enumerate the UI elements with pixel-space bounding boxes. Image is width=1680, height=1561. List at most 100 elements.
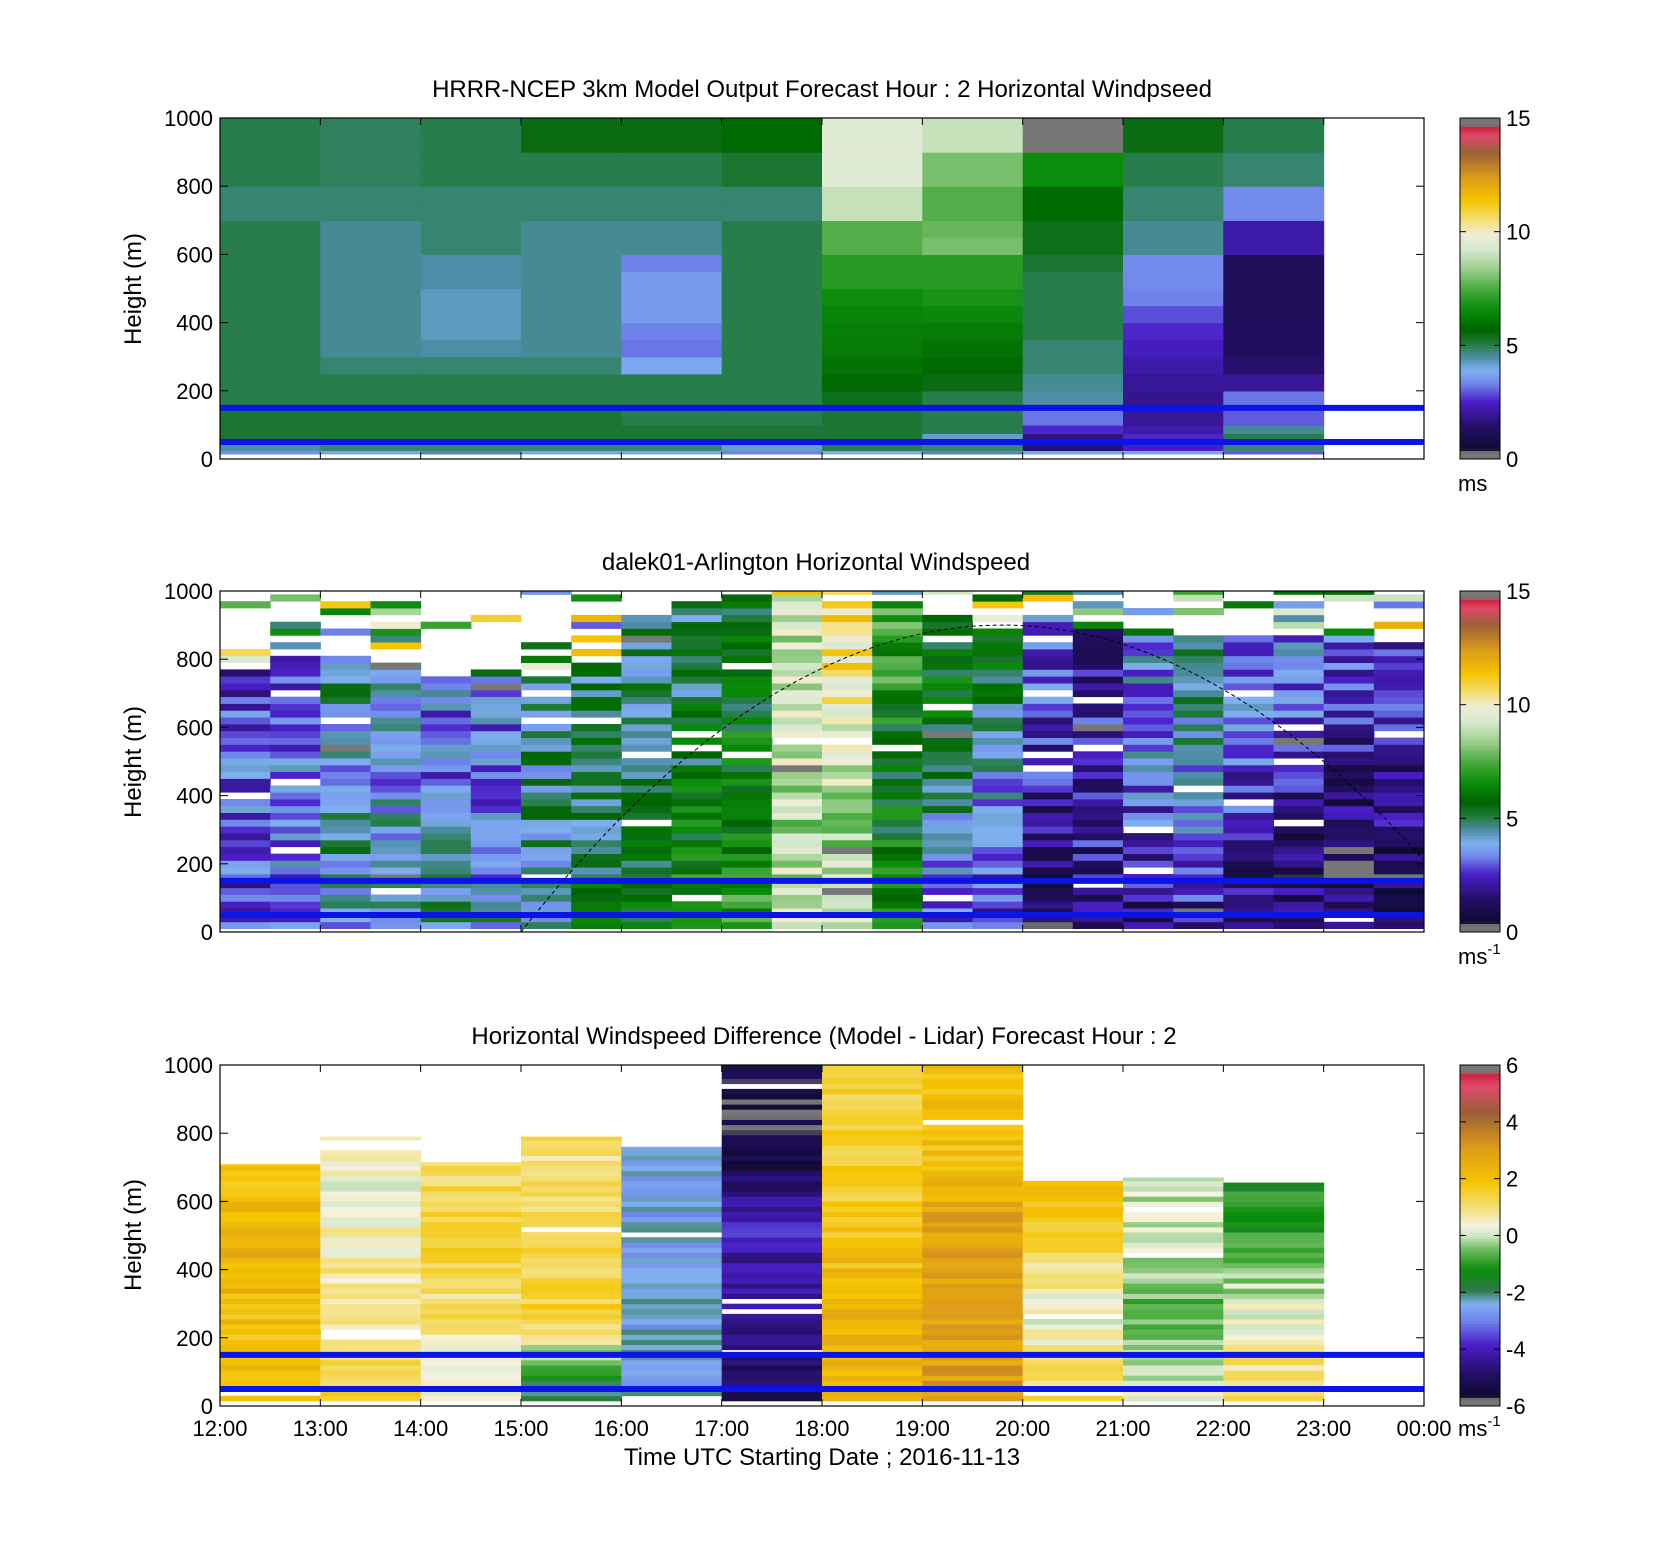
colorbar-segment xyxy=(1460,1087,1500,1092)
colorbar-segment xyxy=(1460,602,1500,606)
colorbar-segment xyxy=(1460,282,1500,287)
colorbar-segment xyxy=(1460,608,1500,612)
heatmap-cell xyxy=(320,901,371,909)
heatmap-cell xyxy=(1223,771,1274,779)
heatmap-cell xyxy=(1273,846,1325,854)
heatmap-cell xyxy=(922,1293,1024,1299)
heatmap-cell xyxy=(922,874,973,882)
heatmap-cell xyxy=(822,1273,923,1279)
heatmap-cell xyxy=(822,1099,923,1105)
heatmap-cell xyxy=(420,1375,522,1381)
heatmap-cell xyxy=(521,894,572,902)
heatmap-cell xyxy=(270,628,321,636)
heatmap-cell xyxy=(822,220,923,238)
heatmap-cell xyxy=(771,696,823,704)
heatmap-cell xyxy=(1022,1370,1124,1376)
colorbar-segment xyxy=(1460,1306,1500,1310)
heatmap-cell xyxy=(822,662,873,670)
heatmap-cell xyxy=(370,805,422,813)
heatmap-cell xyxy=(621,1324,723,1330)
heatmap-cell xyxy=(721,1237,823,1243)
heatmap-cell xyxy=(220,135,321,153)
y-tick-label: 600 xyxy=(176,242,213,267)
heatmap-cell xyxy=(1022,1365,1124,1371)
heatmap-cell xyxy=(320,1375,422,1381)
colorbar-segment xyxy=(1460,1315,1500,1319)
heatmap-cell xyxy=(1072,737,1124,745)
heatmap-cell xyxy=(972,642,1024,650)
heatmap-cell xyxy=(320,1165,422,1172)
colorbar-segment xyxy=(1460,169,1500,173)
heatmap-cell xyxy=(1373,717,1424,725)
heatmap-cell xyxy=(621,1303,723,1310)
heatmap-cell xyxy=(521,1140,622,1146)
heatmap-cell xyxy=(1173,874,1224,882)
heatmap-cell xyxy=(822,591,873,595)
heatmap-cell xyxy=(270,880,321,889)
colorbar-unit-superscript: -1 xyxy=(1487,1413,1500,1430)
heatmap-cell xyxy=(922,758,973,766)
colorbar-segment xyxy=(1460,1391,1500,1396)
heatmap-cell xyxy=(320,1150,422,1156)
colorbar-tick-label: 10 xyxy=(1506,220,1530,245)
heatmap-cell xyxy=(1223,373,1325,392)
heatmap-cell xyxy=(320,792,371,800)
heatmap-cell xyxy=(320,169,422,187)
colorbar-segment xyxy=(1460,903,1500,907)
heatmap-cell xyxy=(320,271,422,290)
heatmap-cell xyxy=(1223,441,1325,451)
colorbar-segment xyxy=(1460,191,1500,196)
heatmap-cell xyxy=(320,1196,422,1202)
colorbar-frame xyxy=(1459,590,1501,933)
heatmap-cell xyxy=(621,717,672,725)
heatmap-cell xyxy=(521,826,572,834)
heatmap-cell xyxy=(822,819,873,827)
heatmap-cell xyxy=(922,1370,1024,1376)
heatmap-cell xyxy=(320,887,371,895)
heatmap-cell xyxy=(922,846,973,854)
heatmap-cell xyxy=(1123,1390,1224,1397)
heatmap-cell xyxy=(1173,833,1224,841)
heatmap-cell xyxy=(1323,724,1375,732)
heatmap-cell xyxy=(571,710,622,718)
heatmap-cell xyxy=(1223,819,1274,827)
heatmap-cell xyxy=(721,1211,823,1218)
heatmap-cell xyxy=(1123,1221,1224,1228)
heatmap-cell xyxy=(320,894,371,902)
heatmap-cell xyxy=(1022,152,1124,170)
colorbar-segment xyxy=(1460,331,1500,335)
heatmap-cell xyxy=(420,908,472,916)
heatmap-cell xyxy=(621,1273,723,1279)
heatmap-cell xyxy=(922,1099,1024,1105)
heatmap-cell xyxy=(470,703,522,711)
heatmap-cell xyxy=(1022,826,1074,834)
heatmap-cell xyxy=(370,880,422,889)
colorbar-segment xyxy=(1460,436,1500,440)
heatmap-cell xyxy=(1022,744,1074,752)
heatmap-cell xyxy=(822,1191,923,1197)
heatmap-cell xyxy=(972,689,1024,698)
heatmap-cell xyxy=(270,901,321,909)
heatmap-cell xyxy=(1223,683,1274,691)
colorbar-segment xyxy=(1460,305,1500,309)
heatmap-cell xyxy=(571,867,622,875)
heatmap-cell xyxy=(220,846,271,854)
heatmap-cell xyxy=(1223,1237,1325,1243)
heatmap-cell xyxy=(621,614,672,623)
heatmap-cell xyxy=(922,1232,1024,1238)
heatmap-cell xyxy=(370,826,422,834)
heatmap-cell xyxy=(621,785,672,793)
colorbar-segment xyxy=(1460,653,1500,657)
heatmap-cell xyxy=(420,1242,522,1248)
colorbar-unit-label: ms-1 xyxy=(1458,941,1501,969)
heatmap-cell xyxy=(822,894,873,902)
heatmap-cell xyxy=(1123,1262,1224,1269)
heatmap-cell xyxy=(420,724,472,732)
heatmap-cell xyxy=(1223,1288,1325,1294)
heatmap-cell xyxy=(721,867,773,875)
heatmap-cell xyxy=(621,271,723,290)
colorbar-tick-label: 0 xyxy=(1506,1224,1518,1249)
heatmap-cell xyxy=(1072,853,1124,861)
heatmap-cell xyxy=(922,1129,1024,1136)
